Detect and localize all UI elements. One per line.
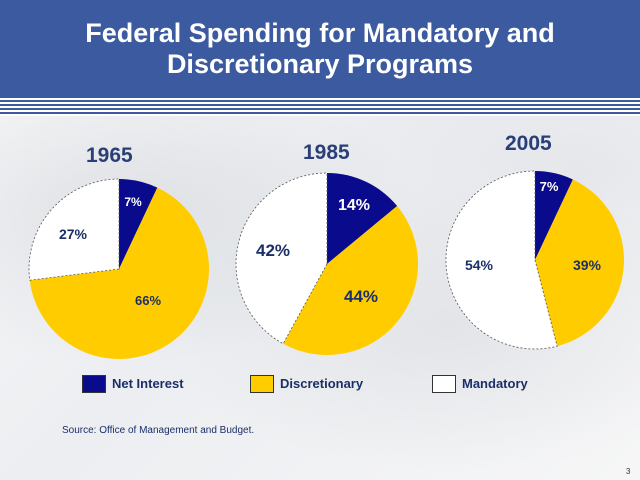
legend-label-discretionary: Discretionary — [280, 376, 364, 391]
pie-1985-slice-discretionary — [283, 205, 419, 356]
pie-1985-label-mandatory: 42% — [256, 241, 290, 260]
pie-2005-slice-discretionary — [535, 179, 624, 347]
pie-2005-label-discretionary: 39% — [573, 257, 602, 273]
year-label-1985: 1985 — [303, 141, 350, 164]
pie-1985-slice-net-interest — [327, 173, 398, 264]
slide-header: Federal Spending for Mandatory and Discr… — [0, 0, 640, 96]
pie-1965-slice-net-interest — [119, 179, 158, 269]
legend-label-net-interest: Net Interest — [112, 376, 184, 391]
slide-title: Federal Spending for Mandatory and Discr… — [0, 18, 640, 80]
legend-swatch-discretionary — [250, 375, 274, 393]
source-note: Source: Office of Management and Budget. — [62, 425, 255, 436]
pie-1965-slice-mandatory — [28, 178, 120, 281]
pie-1985-label-discretionary: 44% — [344, 287, 378, 306]
year-label-1965: 1965 — [86, 144, 133, 167]
pie-1965-label-net-interest: 7% — [124, 195, 142, 209]
pie-1985-label-net-interest: 14% — [338, 197, 370, 214]
title-line-1: Federal Spending for Mandatory and — [85, 18, 555, 48]
legend-swatch-net-interest — [82, 375, 106, 393]
legend-swatch-mandatory — [432, 375, 456, 393]
year-label-2005: 2005 — [505, 132, 552, 155]
pie-2005-label-mandatory: 54% — [465, 257, 494, 273]
legend-label-mandatory: Mandatory — [462, 376, 528, 391]
pie-1965-slice-discretionary — [29, 187, 210, 360]
page-number: 3 — [626, 467, 631, 476]
pie-2005-label-net-interest: 7% — [540, 179, 559, 194]
pie-1965-label-discretionary: 66% — [135, 293, 161, 308]
pie-1965-label-mandatory: 27% — [59, 226, 88, 242]
title-line-2: Discretionary Programs — [166, 49, 474, 79]
pie-1985-slice-mandatory — [235, 172, 328, 345]
pie-2005-slice-net-interest — [535, 171, 573, 260]
header-stripes — [0, 96, 640, 116]
pie-2005-slice-mandatory — [445, 170, 558, 350]
